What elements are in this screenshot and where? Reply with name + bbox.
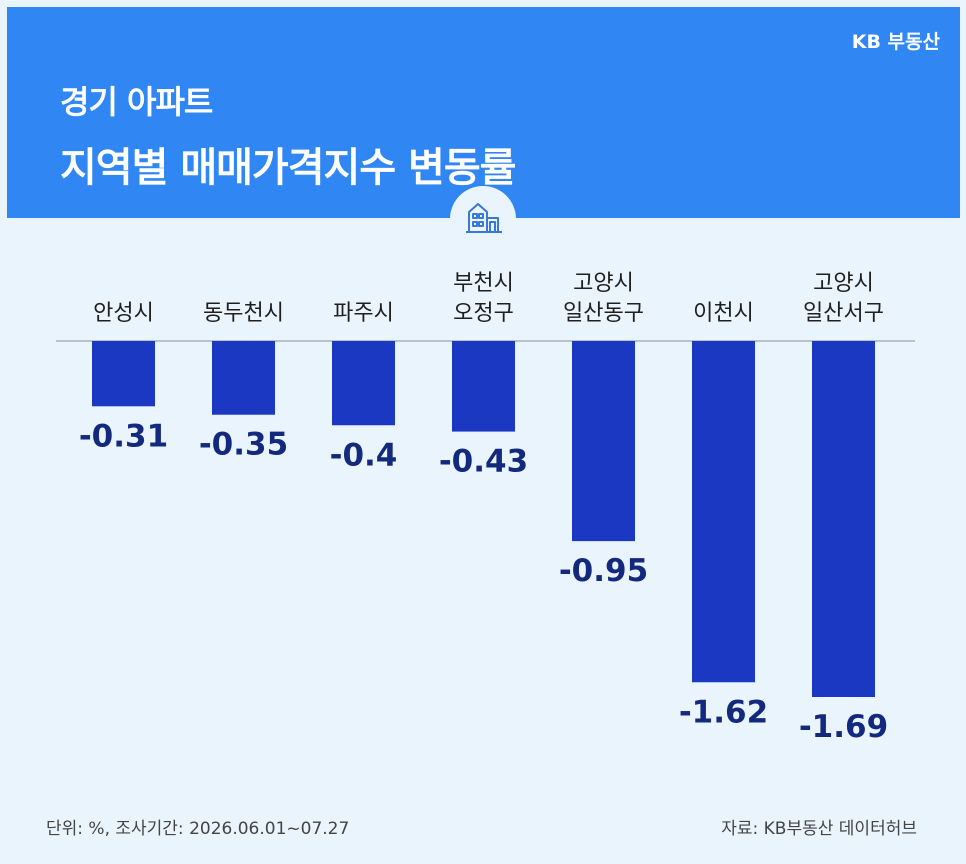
bar: [92, 341, 155, 407]
category-label: 고양시: [573, 271, 634, 296]
value-label: -0.35: [199, 427, 288, 463]
value-label: -0.43: [439, 444, 528, 480]
category-label: 파주시: [333, 301, 394, 326]
value-label: -0.31: [79, 418, 168, 454]
value-label: -1.69: [799, 709, 888, 745]
value-label: -0.4: [330, 437, 398, 473]
page-title: 지역별 매매가격지수 변동률: [60, 145, 516, 191]
category-label: 일산동구: [563, 301, 644, 326]
category-label: 이천시: [693, 301, 754, 326]
category-label: 동두천시: [203, 301, 284, 326]
unit-period-note: 단위: %, 조사기간: 2026.06.01~07.27: [46, 819, 350, 839]
building-icon: [466, 203, 502, 233]
category-label: 안성시: [93, 301, 154, 326]
bar: [452, 341, 515, 432]
category-label: 일산서구: [803, 301, 884, 326]
source-note: 자료: KB부동산 데이터허브: [721, 819, 917, 839]
value-label: -1.62: [679, 694, 768, 730]
building-icon-badge: [450, 186, 516, 252]
page-subtitle: 경기 아파트: [60, 83, 213, 121]
bar: [572, 341, 635, 542]
bar: [212, 341, 275, 415]
header-banner: KB 부동산 경기 아파트 지역별 매매가격지수 변동률: [7, 7, 960, 218]
value-label: -0.95: [559, 553, 648, 589]
brand-logo: KB 부동산: [851, 31, 940, 53]
category-label: 고양시: [813, 271, 874, 296]
bar: [332, 341, 395, 426]
bar: [812, 341, 875, 697]
category-label: 오정구: [453, 301, 514, 326]
category-label: 부천시: [453, 271, 514, 296]
bar: [692, 341, 755, 683]
